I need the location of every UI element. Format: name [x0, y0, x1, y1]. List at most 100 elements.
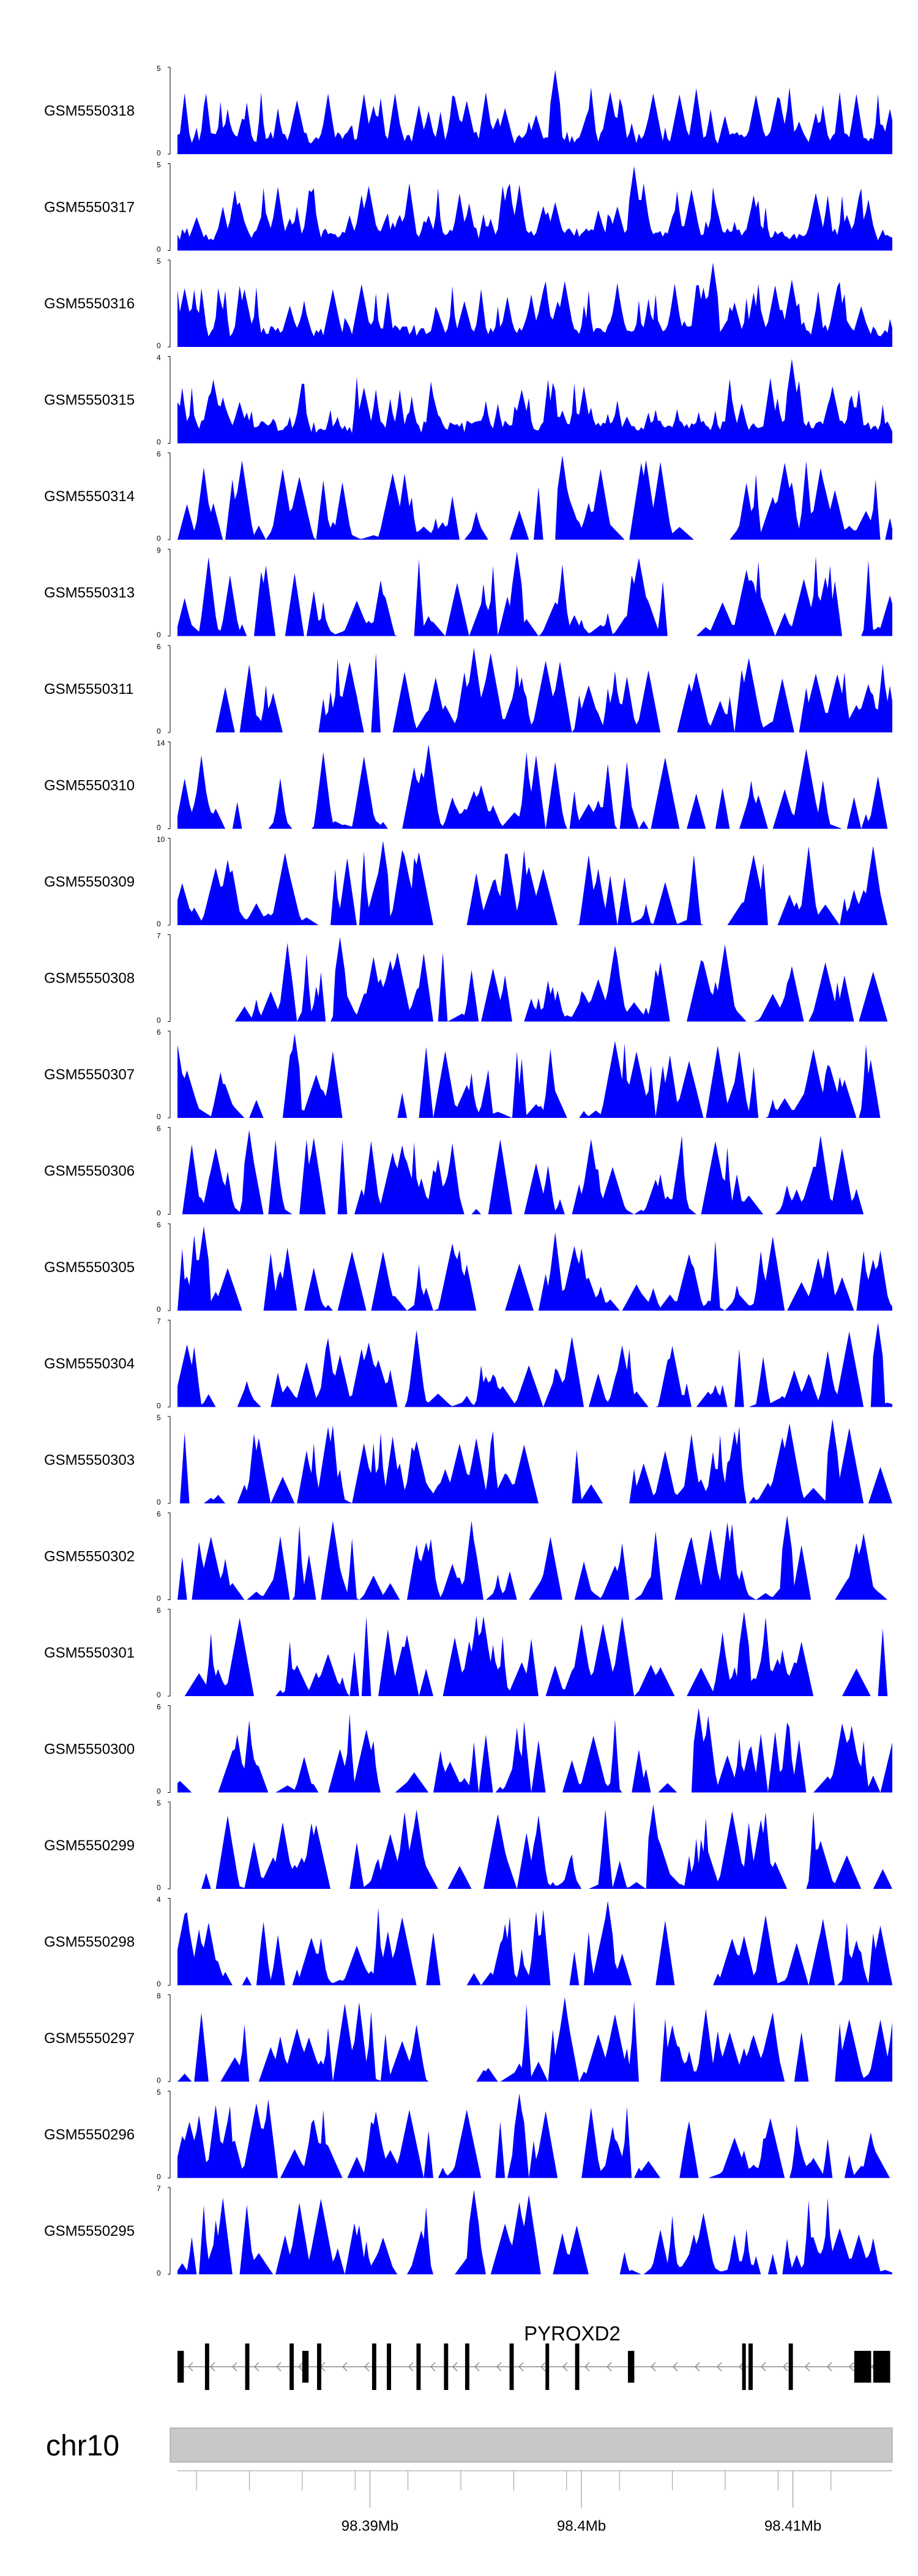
strand-arrow — [496, 2362, 502, 2372]
coverage-area — [177, 648, 892, 732]
y-axis-max-label: 6 — [157, 1606, 161, 1615]
track-label: GSM5550310 — [44, 778, 135, 794]
gene-exon — [748, 2343, 753, 2390]
y-axis-max-label: 6 — [157, 642, 161, 651]
y-axis-min-label: 0 — [157, 727, 161, 735]
track-label: GSM5550298 — [44, 1934, 135, 1951]
y-axis-min-label: 0 — [157, 1402, 161, 1410]
y-axis-min-label: 0 — [157, 1209, 161, 1218]
strand-arrow — [430, 2362, 436, 2372]
y-axis-min-label: 0 — [157, 1498, 161, 1506]
coverage-area — [177, 359, 892, 444]
coverage-track: GSM5550300 6 0 — [44, 1703, 892, 1796]
coverage-track: GSM5550317 5 0 — [44, 161, 892, 254]
gene-exon — [854, 2351, 871, 2383]
coverage-track: GSM5550315 4 0 — [44, 354, 892, 447]
coverage-area — [177, 262, 892, 347]
y-axis-min-label: 0 — [157, 1787, 161, 1796]
coverage-track: GSM5550314 6 0 — [44, 450, 892, 543]
coverage-area — [177, 1804, 892, 1889]
gene-exon — [177, 2351, 184, 2383]
strand-arrow — [848, 2362, 854, 2372]
track-label: GSM5550311 — [44, 681, 133, 698]
y-axis-max-label: 6 — [157, 1703, 161, 1711]
strand-arrow — [760, 2362, 766, 2372]
x-axis-tick-label: 98.4Mb — [557, 2518, 606, 2534]
x-axis-tick-label: 98.39Mb — [341, 2518, 398, 2534]
strand-arrow — [716, 2362, 722, 2372]
track-label: GSM5550297 — [44, 2030, 135, 2047]
track-label: GSM5550308 — [44, 970, 135, 987]
y-axis-max-label: 5 — [157, 1413, 161, 1422]
track-label: GSM5550317 — [44, 199, 135, 216]
y-axis-max-label: 6 — [157, 450, 161, 458]
y-axis-min-label: 0 — [157, 1305, 161, 1314]
strand-arrow — [253, 2362, 259, 2372]
coverage-area — [177, 2190, 892, 2274]
coverage-area — [177, 70, 892, 154]
y-axis-max-label: 5 — [157, 257, 161, 266]
coverage-track: GSM5550306 6 0 — [44, 1125, 892, 1218]
strand-arrow — [804, 2362, 810, 2372]
y-axis-min-label: 0 — [157, 631, 161, 639]
coverage-area — [177, 841, 892, 925]
track-label: GSM5550302 — [44, 1549, 135, 1565]
strand-arrow — [584, 2362, 590, 2372]
y-axis-max-label: 7 — [157, 2184, 161, 2193]
coverage-track: GSM5550307 6 0 — [44, 1028, 892, 1121]
track-label: GSM5550301 — [44, 1645, 135, 1661]
y-axis-min-label: 0 — [157, 2173, 161, 2181]
coverage-track: GSM5550311 6 0 — [44, 642, 892, 735]
y-axis-max-label: 4 — [157, 354, 161, 362]
track-label: GSM5550304 — [44, 1356, 135, 1372]
strand-arrow — [540, 2362, 546, 2372]
strand-arrow — [562, 2362, 568, 2372]
y-axis-min-label: 0 — [157, 1112, 161, 1121]
coverage-area — [177, 1515, 892, 1600]
track-label: GSM5550303 — [44, 1452, 135, 1469]
coverage-area — [177, 455, 892, 540]
coverage-track: GSM5550310 14 0 — [44, 739, 892, 832]
y-axis-min-label: 0 — [157, 1980, 161, 1989]
strand-arrow — [694, 2362, 700, 2372]
y-axis-max-label: 8 — [157, 1992, 161, 2000]
coverage-track: GSM5550303 5 0 — [44, 1413, 892, 1506]
track-label: GSM5550307 — [44, 1067, 135, 1083]
y-axis-max-label: 6 — [157, 1510, 161, 1519]
coverage-track: GSM5550299 5 0 — [44, 1799, 892, 1892]
chromosome-label: chr10 — [46, 2430, 119, 2462]
track-label: GSM5550299 — [44, 1837, 135, 1854]
coverage-area — [177, 166, 892, 251]
y-axis-min-label: 0 — [157, 1016, 161, 1025]
coverage-track: GSM5550305 6 0 — [44, 1221, 892, 1314]
coverage-area — [177, 1708, 892, 1793]
coverage-area — [177, 1226, 892, 1311]
gene-exon — [317, 2343, 321, 2390]
strand-arrow — [518, 2362, 524, 2372]
y-axis-min-label: 0 — [157, 438, 161, 447]
strand-arrow — [474, 2362, 480, 2372]
y-axis-min-label: 0 — [157, 245, 161, 254]
gene-exon — [465, 2343, 469, 2390]
gene-exon — [204, 2343, 209, 2390]
strand-arrow — [364, 2362, 370, 2372]
y-axis-min-label: 0 — [157, 534, 161, 543]
gene-exon — [302, 2351, 309, 2383]
y-axis-max-label: 5 — [157, 161, 161, 169]
coverage-track: GSM5550295 7 0 — [44, 2184, 892, 2277]
strand-arrow — [672, 2362, 678, 2372]
strand-arrow — [341, 2362, 348, 2372]
y-axis-max-label: 10 — [157, 835, 165, 844]
coverage-area — [177, 744, 892, 829]
gene-exon — [545, 2343, 550, 2390]
coverage-area — [177, 1130, 892, 1215]
track-label: GSM5550318 — [44, 103, 135, 119]
track-label: GSM5550314 — [44, 488, 135, 505]
coverage-tracks: GSM555031850GSM555031750GSM555031650GSM5… — [44, 64, 892, 2277]
y-axis-min-label: 0 — [157, 824, 161, 832]
coverage-track: GSM5550302 6 0 — [44, 1510, 892, 1603]
strand-arrow — [231, 2362, 237, 2372]
y-axis-max-label: 5 — [157, 64, 161, 73]
y-axis-min-label: 0 — [157, 920, 161, 928]
y-axis-max-label: 7 — [157, 1317, 161, 1326]
